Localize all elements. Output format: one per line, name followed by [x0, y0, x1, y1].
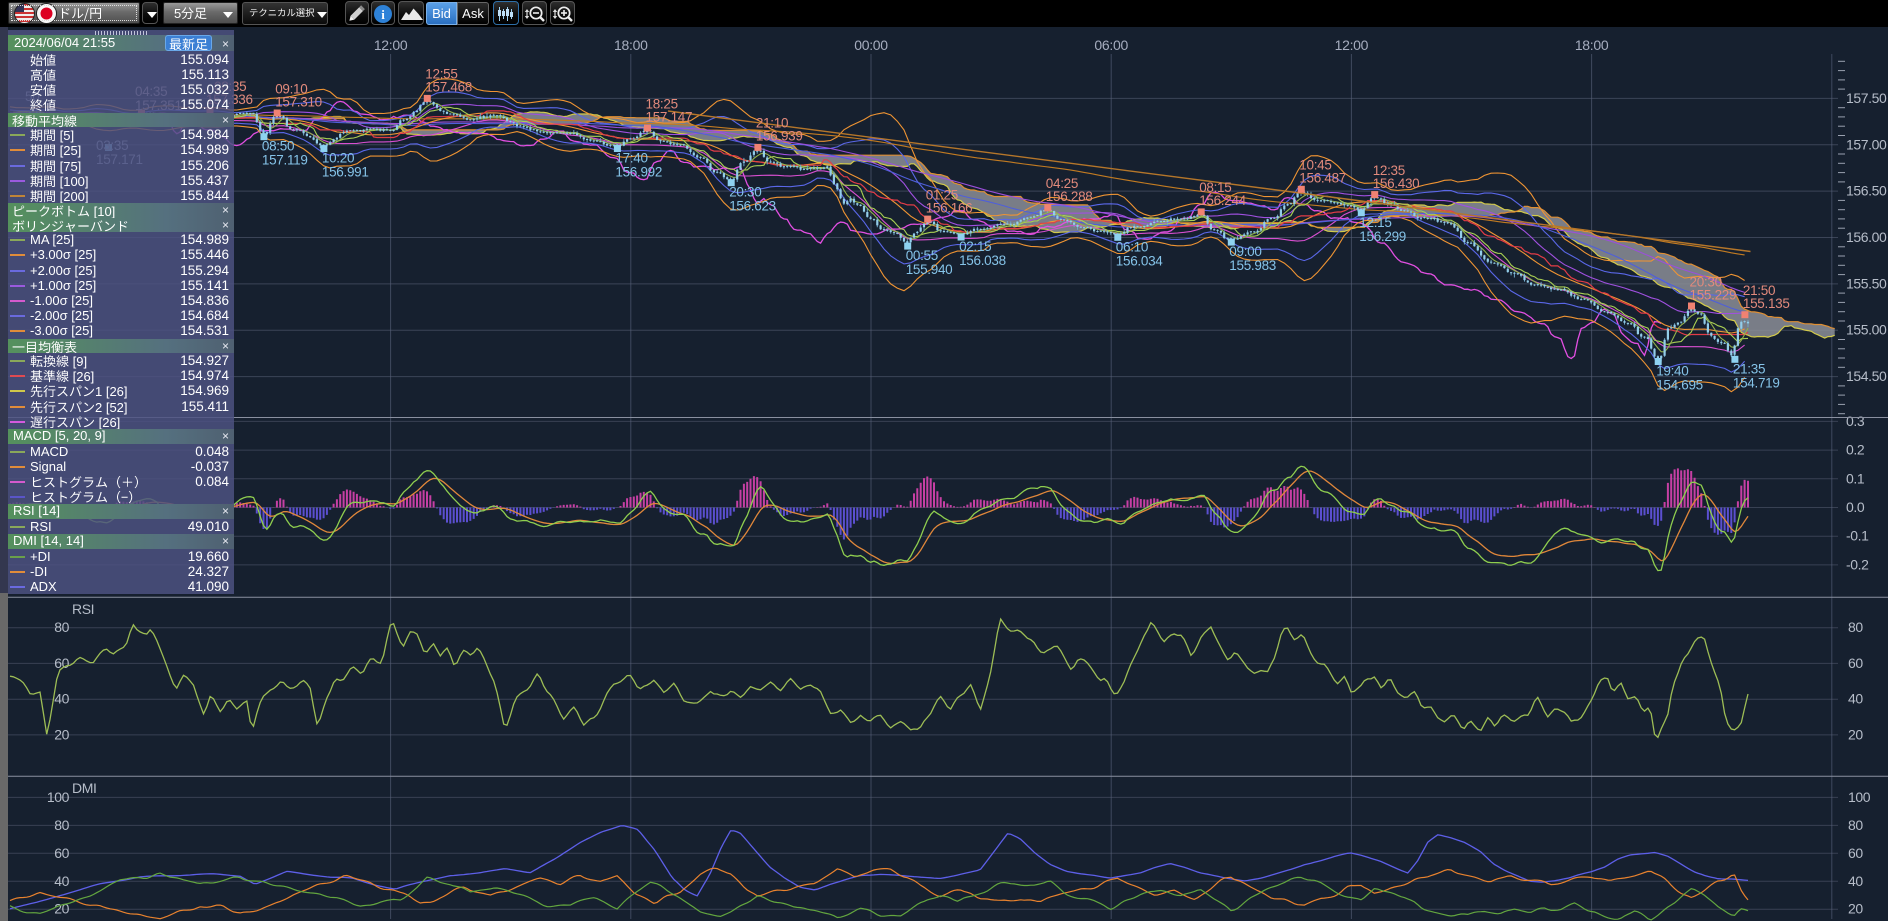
svg-text:60: 60 [54, 845, 69, 861]
svg-text:60: 60 [1848, 655, 1863, 671]
svg-text:80: 80 [54, 817, 69, 833]
svg-text:154.695: 154.695 [1656, 378, 1703, 393]
svg-text:20:30: 20:30 [729, 185, 761, 200]
svg-text:157.147: 157.147 [646, 109, 693, 124]
svg-text:0.0: 0.0 [1846, 499, 1865, 515]
svg-text:RSI: RSI [72, 601, 94, 617]
svg-text:19:40: 19:40 [1656, 364, 1688, 379]
svg-text:17:40: 17:40 [615, 151, 647, 166]
svg-text:156.038: 156.038 [959, 253, 1006, 268]
svg-text:155.00: 155.00 [1846, 322, 1887, 338]
svg-text:DMI: DMI [72, 780, 96, 796]
svg-text:156.244: 156.244 [1199, 193, 1246, 208]
svg-text:40: 40 [1848, 691, 1863, 707]
svg-text:80: 80 [1848, 817, 1863, 833]
svg-text:156.034: 156.034 [1116, 253, 1163, 268]
svg-text:156.299: 156.299 [1359, 229, 1406, 244]
svg-text:155.940: 155.940 [906, 262, 953, 277]
svg-text:21:50: 21:50 [1743, 283, 1775, 298]
svg-text:155.50: 155.50 [1846, 275, 1887, 291]
svg-text:157.00: 157.00 [1846, 136, 1887, 152]
svg-text:155.229: 155.229 [1690, 287, 1737, 302]
svg-text:09:10: 09:10 [275, 81, 307, 96]
svg-text:12:35: 12:35 [1373, 163, 1405, 178]
svg-text:156.50: 156.50 [1846, 183, 1887, 199]
svg-text:18:00: 18:00 [1575, 37, 1609, 53]
svg-text:20:30: 20:30 [1690, 274, 1722, 289]
svg-text:01:25: 01:25 [926, 187, 958, 202]
svg-text:156.00: 156.00 [1846, 229, 1887, 245]
svg-text:20: 20 [1848, 726, 1863, 742]
svg-text:00:00: 00:00 [854, 37, 888, 53]
svg-text:155.135: 155.135 [1743, 296, 1790, 311]
svg-text:i: i [381, 7, 385, 22]
svg-text:157.468: 157.468 [425, 80, 472, 95]
svg-text:40: 40 [54, 691, 69, 707]
svg-text:60: 60 [1848, 845, 1863, 861]
svg-text:156.991: 156.991 [322, 165, 369, 180]
svg-text:18:25: 18:25 [646, 96, 678, 111]
svg-text:20: 20 [54, 901, 69, 917]
svg-text:156.430: 156.430 [1373, 176, 1420, 191]
svg-text:10:45: 10:45 [1299, 158, 1331, 173]
svg-text:154.50: 154.50 [1846, 368, 1887, 384]
svg-text:06:10: 06:10 [1116, 239, 1148, 254]
svg-text:100: 100 [47, 789, 70, 805]
svg-text:18:00: 18:00 [614, 37, 648, 53]
svg-text:12:00: 12:00 [374, 37, 408, 53]
svg-text:10:20: 10:20 [322, 151, 354, 166]
svg-text:20: 20 [1848, 901, 1863, 917]
svg-text:154.719: 154.719 [1733, 375, 1780, 390]
svg-text:-0.2: -0.2 [1846, 556, 1869, 572]
svg-text:60: 60 [54, 655, 69, 671]
svg-text:08:50: 08:50 [262, 139, 294, 154]
svg-text:21:35: 21:35 [1733, 361, 1765, 376]
svg-text:156.487: 156.487 [1299, 171, 1346, 186]
svg-text:100: 100 [1848, 789, 1871, 805]
svg-text:00:55: 00:55 [906, 248, 938, 263]
svg-text:06:00: 06:00 [1094, 37, 1128, 53]
svg-text:12:15: 12:15 [1359, 215, 1391, 230]
svg-text:80: 80 [54, 619, 69, 635]
svg-text:40: 40 [1848, 873, 1863, 889]
svg-text:0.3: 0.3 [1846, 413, 1865, 429]
svg-text:02:15: 02:15 [959, 239, 991, 254]
svg-text:156.288: 156.288 [1046, 189, 1093, 204]
svg-text:157.50: 157.50 [1846, 90, 1887, 106]
svg-text:156.992: 156.992 [615, 165, 662, 180]
svg-text:12:00: 12:00 [1335, 37, 1369, 53]
svg-text:156.939: 156.939 [756, 129, 803, 144]
svg-text:40: 40 [54, 873, 69, 889]
svg-text:09:00: 09:00 [1229, 244, 1261, 259]
svg-text:21:10: 21:10 [756, 116, 788, 131]
svg-text:156.166: 156.166 [926, 200, 973, 215]
svg-text:156.623: 156.623 [729, 199, 776, 214]
svg-text:0.1: 0.1 [1846, 470, 1865, 486]
svg-text:157.119: 157.119 [262, 153, 308, 168]
svg-text:0.2: 0.2 [1846, 442, 1865, 458]
svg-text:12:55: 12:55 [425, 67, 457, 82]
svg-text:08:15: 08:15 [1199, 180, 1231, 195]
svg-text:04:25: 04:25 [1046, 176, 1078, 191]
svg-text:20: 20 [54, 726, 69, 742]
svg-text:-0.1: -0.1 [1846, 528, 1869, 544]
svg-text:157.310: 157.310 [275, 94, 322, 109]
svg-text:155.983: 155.983 [1229, 258, 1276, 273]
svg-text:80: 80 [1848, 619, 1863, 635]
